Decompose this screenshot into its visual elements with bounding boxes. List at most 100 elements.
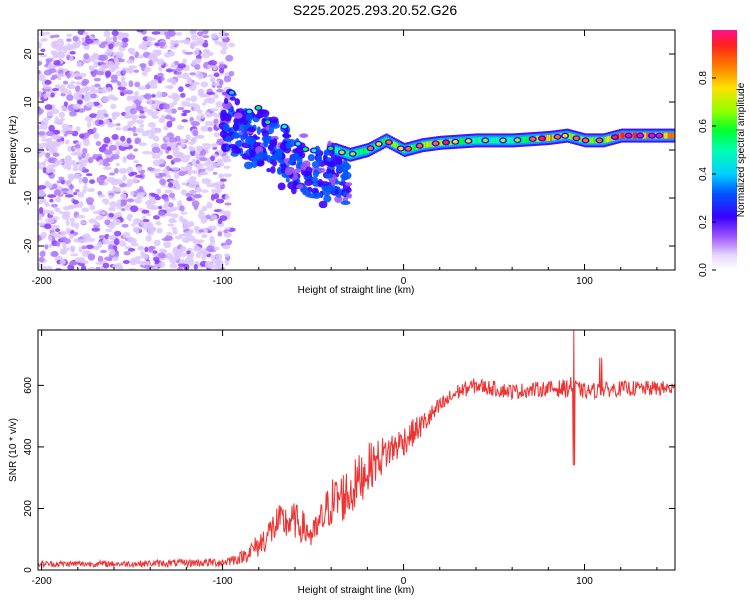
noise-blob [206,165,215,172]
noise-blob [136,188,145,193]
noise-blob [148,59,153,67]
noise-blob [215,259,224,267]
noise-blob [223,165,231,169]
ridge-core [667,132,670,139]
noise-blob [129,171,138,176]
noise-blob [201,205,208,212]
spectral-blob [292,148,301,154]
noise-blob [218,63,225,70]
noise-blob [76,214,86,219]
noise-blob [75,126,81,132]
noise-blob [92,153,99,160]
noise-blob [58,210,64,215]
noise-blob [110,74,118,82]
noise-blob [157,211,166,216]
spectral-blob [282,133,290,139]
ridge-spot [555,134,561,139]
noise-blob [122,242,127,247]
noise-blob [120,92,125,97]
noise-blob [62,80,69,85]
noise-blob [165,85,174,89]
noise-blob [170,108,177,114]
noise-blob [95,266,101,270]
noise-blob [175,75,183,79]
noise-blob [69,185,75,189]
noise-blob [208,60,218,66]
noise-blob [127,247,136,252]
noise-blob [54,116,59,122]
noise-blob [219,215,228,222]
noise-blob [147,198,157,205]
ridge-spot [229,90,235,95]
noise-blob [119,80,128,88]
noise-blob [218,173,225,179]
noise-blob [210,162,220,168]
noise-blob [108,144,117,151]
noise-blob [173,172,180,180]
noise-blob [106,86,112,93]
bottom-x-tick-label: 0 [401,576,407,587]
noise-blob [179,252,187,258]
ridge-core [618,133,622,140]
snr-plot: -200 -100 0 100 0 200 400 600 Height of straigh… [8,329,676,596]
noise-blob [202,48,210,54]
noise-blob [224,202,232,206]
noise-blob [166,231,173,237]
noise-blob [101,96,110,103]
noise-blob [132,176,138,184]
noise-blob [47,183,53,189]
noise-blob [200,125,210,132]
noise-blob [188,141,196,146]
ridge-core [414,144,417,151]
noise-blob [121,223,129,228]
spectral-blob [235,146,241,154]
ridge-core [550,134,553,141]
noise-blob [164,189,174,194]
noise-blob [154,259,160,265]
noise-blob [198,249,203,255]
noise-blob [111,112,119,117]
noise-blob [160,143,169,150]
noise-blob [68,260,78,266]
noise-blob [168,217,176,223]
ridge-spot [281,124,287,129]
noise-blob [141,150,151,155]
noise-blob [104,228,113,232]
spectral-blob [271,159,278,167]
noise-blob [222,244,231,250]
noise-blob [91,54,99,61]
noise-blob [85,38,94,44]
noise-blob [158,205,163,210]
noise-blob [183,221,192,229]
noise-blob [115,41,124,47]
noise-blob [190,34,199,41]
noise-blob [151,154,161,160]
noise-blob [73,92,83,100]
noise-blob [182,109,191,114]
ridge-spot [405,146,411,151]
noise-blob [207,74,214,78]
ridge-core [334,147,337,153]
noise-blob [210,214,218,221]
noise-blob [146,204,156,210]
bottom-y-tick-label: 0 [23,567,34,573]
noise-blob [140,250,146,257]
noise-blob [169,206,178,211]
top-x-tick-label: 100 [576,276,593,287]
noise-blob [225,238,233,246]
noise-blob [111,134,119,140]
noise-blob [78,246,83,253]
noise-blob [200,81,209,88]
noise-blob [223,75,232,83]
noise-blob [162,103,170,110]
noise-blob [107,122,114,128]
noise-blob [85,91,91,96]
noise-blob [38,184,47,190]
bottom-x-axis-label: Height of straight line (km) [298,585,415,596]
noise-blob [75,188,80,193]
noise-blob [164,115,172,120]
noise-blob [207,225,217,231]
noise-blob [59,259,66,265]
noise-blob [190,238,199,242]
noise-blob [74,151,80,156]
